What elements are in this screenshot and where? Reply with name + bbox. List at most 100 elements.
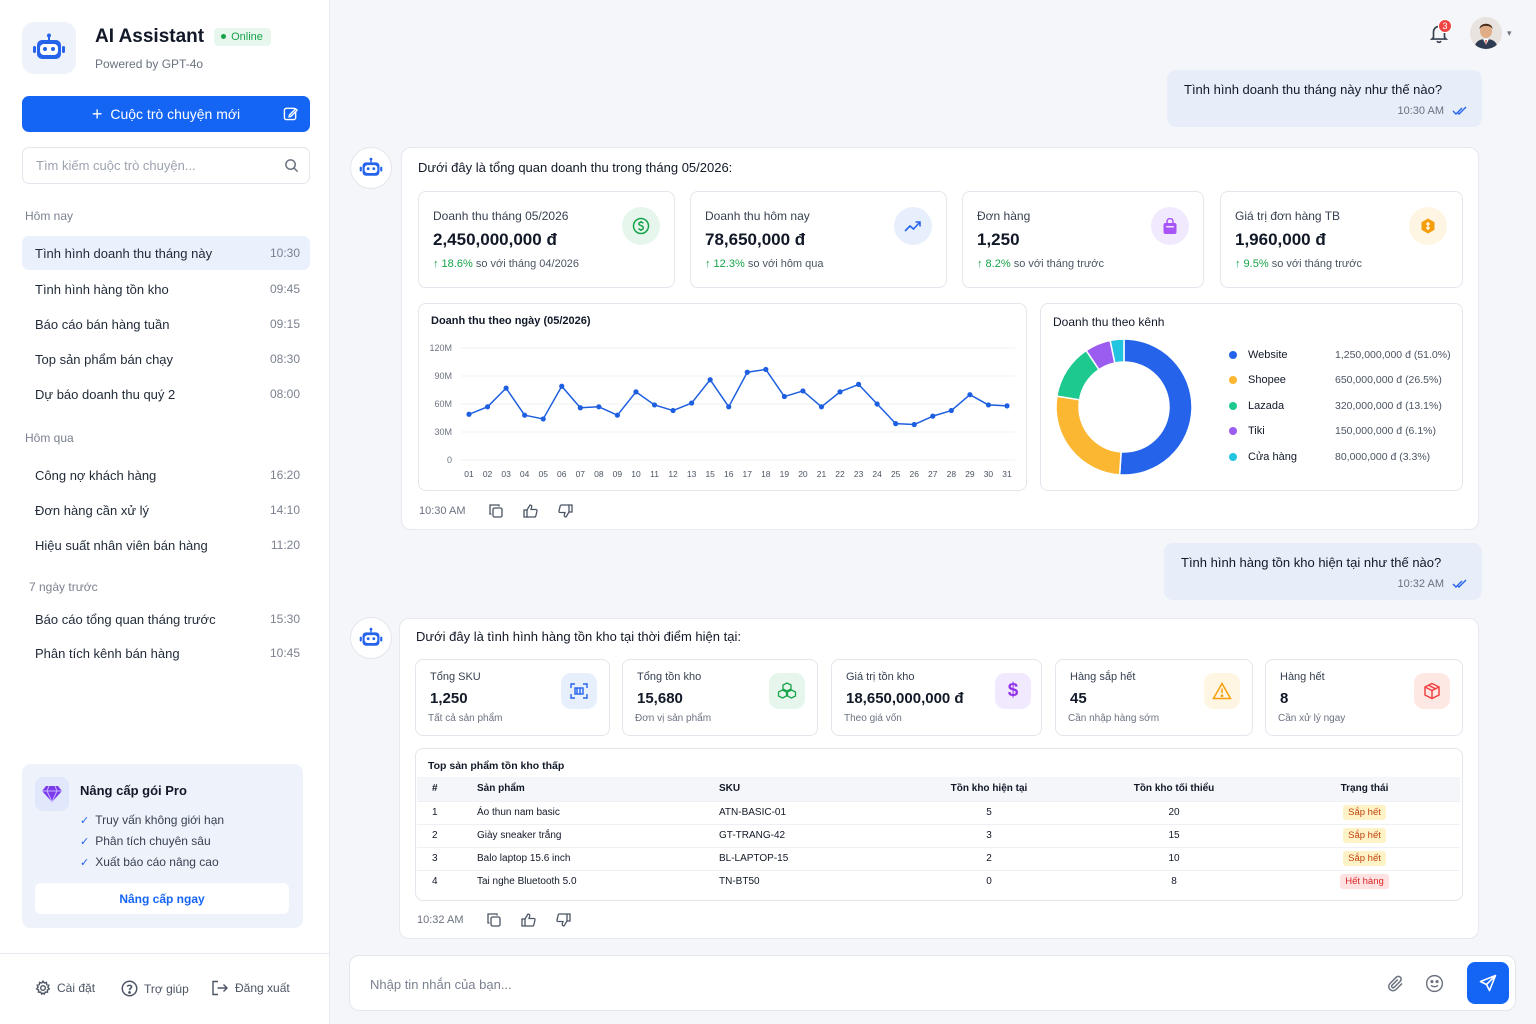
table-cell: 15 (1079, 823, 1269, 847)
kpi-value: 1,960,000 đ (1235, 230, 1326, 249)
table-cell: 2 (417, 823, 477, 847)
message-time: 10:32 AM (1397, 578, 1444, 590)
pro-feature-label: Truy vấn không giới hạn (95, 813, 225, 827)
table-cell: TN-BT50 (719, 869, 899, 893)
pro-feature-label: Phân tích chuyên sâu (95, 834, 211, 848)
kpi-value: 1,250 (977, 230, 1020, 249)
settings-button[interactable]: Cài đặt (35, 980, 95, 996)
attach-button[interactable] (1387, 975, 1405, 998)
donut-chart-panel: Doanh thu theo kênh Website 1,250,000,000… (1040, 303, 1463, 491)
table-cell: 0 (899, 869, 1079, 893)
conversation-title: Báo cáo tổng quan tháng trước (35, 611, 216, 627)
conversation-item[interactable]: Tình hình hàng tồn kho 09:45 (22, 272, 310, 306)
thumbs-up-icon (521, 913, 537, 927)
inventory-value: 45 (1070, 690, 1087, 707)
chart-title: Doanh thu theo kênh (1053, 315, 1165, 329)
kpi-card: Doanh thu hôm nay 78,650,000 đ ↑ 12.3% s… (690, 191, 947, 288)
search-input[interactable] (36, 148, 276, 183)
x-tick-label: 10 (631, 469, 641, 479)
table-header: Tồn kho tối thiểu (1079, 777, 1269, 801)
conversation-title: Dự báo doanh thu quý 2 (35, 386, 176, 402)
conversation-item[interactable]: Hiệu suất nhân viên bán hàng 11:20 (22, 528, 310, 562)
copy-button[interactable] (489, 504, 504, 518)
x-tick-label: 25 (891, 469, 901, 479)
user-message: Tình hình doanh thu tháng này như thế nà… (1167, 70, 1482, 127)
y-tick-label: 60M (434, 399, 452, 409)
warning-icon (1204, 673, 1240, 709)
conversation-item[interactable]: Đơn hàng cần xử lý 14:10 (22, 493, 310, 527)
x-tick-label: 11 (650, 469, 659, 479)
notification-button[interactable]: 3 (1428, 19, 1452, 49)
inventory-card: Hàng hết 8 Cần xử lý ngay (1265, 659, 1463, 736)
inventory-card: Tổng tồn kho 15,680 Đơn vị sản phẩm (622, 659, 818, 736)
avatar[interactable] (1470, 17, 1502, 49)
message-meta: 10:30 AM (1398, 105, 1468, 117)
chevron-down-icon[interactable]: ▾ (1507, 28, 1512, 38)
thumbs-down-button[interactable] (558, 504, 574, 518)
conversation-item[interactable]: Báo cáo tổng quan tháng trước 15:30 (22, 602, 310, 636)
data-point (466, 411, 472, 417)
inventory-sub: Tất cả sản phẩm (428, 713, 503, 724)
donut-slice (1118, 338, 1193, 476)
message-composer (349, 955, 1516, 1011)
help-button[interactable]: Trợ giúp (121, 980, 189, 997)
status-badge: Sắp hết (1343, 828, 1386, 843)
sidebar-footer: Cài đặt Trợ giúp Đăng xuất (0, 953, 330, 1024)
logout-button[interactable]: Đăng xuất (211, 980, 290, 996)
conversation-item[interactable]: Phân tích kênh bán hàng 10:45 (22, 636, 310, 670)
send-button[interactable] (1467, 962, 1509, 1004)
search-icon[interactable] (284, 158, 299, 173)
conversation-item[interactable]: Dự báo doanh thu quý 2 08:00 (22, 377, 310, 411)
dollar-icon: $ (995, 673, 1031, 709)
kpi-value: 78,650,000 đ (705, 230, 806, 249)
robot-icon (359, 627, 383, 646)
new-chat-button[interactable]: + Cuộc trò chuyện mới (22, 96, 310, 132)
edit-icon[interactable] (283, 106, 298, 121)
table-cell: Giày sneaker trắng (477, 823, 719, 847)
trend-up-icon (894, 207, 932, 245)
conversation-title: Tình hình doanh thu tháng này (35, 245, 213, 261)
copy-button[interactable] (487, 913, 502, 927)
upgrade-button[interactable]: Nâng cấp ngay (35, 883, 289, 914)
conversation-time: 08:00 (269, 387, 300, 401)
inventory-card: Hàng sắp hết 45 Cần nhập hàng sớm (1055, 659, 1253, 736)
conversation-time: 11:20 (270, 538, 300, 552)
plus-icon: + (91, 103, 103, 124)
conversation-item[interactable]: Top sản phẩm bán chạy 08:30 (22, 342, 310, 376)
conversation-item[interactable]: Tình hình doanh thu tháng này 10:30 (22, 236, 310, 270)
data-point (744, 369, 750, 375)
emoji-button[interactable] (1425, 974, 1444, 998)
conversation-item[interactable]: Công nợ khách hàng 16:20 (22, 458, 310, 492)
x-tick-label: 24 (872, 469, 882, 479)
pro-title: Nâng cấp gói Pro (80, 783, 187, 798)
online-dot-icon (221, 34, 227, 39)
thumbs-up-button[interactable] (521, 913, 537, 927)
legend-label: Website (1248, 349, 1288, 361)
double-check-icon (1452, 579, 1467, 588)
dollar-glyph: $ (1007, 680, 1019, 701)
conversation-title: Tình hình hàng tồn kho (35, 281, 169, 297)
table-cell: Áo thun nam basic (477, 800, 719, 824)
message-input[interactable] (370, 973, 1350, 995)
settings-label: Cài đặt (57, 981, 96, 995)
thumbs-down-button[interactable] (556, 913, 572, 927)
data-point (781, 393, 787, 400)
thumbs-up-button[interactable] (523, 504, 539, 518)
robot-icon (359, 157, 383, 176)
kpi-change-value: ↑ 18.6% (433, 258, 473, 270)
x-tick-label: 23 (854, 469, 864, 479)
app-title: AI Assistant (95, 25, 205, 47)
bot-message-intro: Dưới đây là tình hình hàng tồn kho tại t… (416, 629, 741, 644)
kpi-card: Đơn hàng 1,250 ↑ 8.2% so với tháng trước (962, 191, 1204, 288)
conversation-item[interactable]: Báo cáo bán hàng tuần 09:15 (22, 307, 310, 341)
conversation-title: Báo cáo bán hàng tuần (35, 316, 170, 332)
inventory-label: Tổng SKU (430, 671, 481, 683)
inventory-value: 8 (1280, 690, 1289, 707)
table-cell: Sắp hết (1269, 823, 1460, 847)
boxes-icon (769, 673, 805, 709)
table-row: 3 Balo laptop 15.6 inch BL-LAPTOP-15 2 1… (417, 846, 1460, 870)
thumbs-down-icon (558, 504, 574, 518)
x-tick-label: 28 (947, 469, 957, 479)
robot-icon (22, 22, 76, 74)
kpi-change: ↑ 9.5% so với tháng trước (1235, 258, 1362, 270)
